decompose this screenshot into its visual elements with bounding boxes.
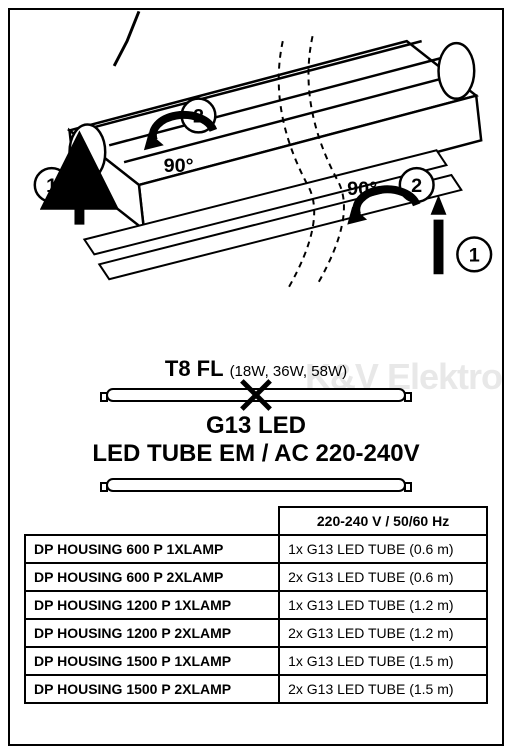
t8-label: T8 FL: [165, 356, 224, 382]
table-row: DP HOUSING 1200 P 2XLAMP 2x G13 LED TUBE…: [25, 619, 487, 647]
spec-cell: 1x G13 LED TUBE (1.2 m): [279, 591, 487, 619]
rotation-label-right: 90°: [347, 178, 377, 200]
model-cell: DP HOUSING 600 P 2XLAMP: [25, 563, 279, 591]
rotation-label-left: 90°: [164, 155, 194, 177]
compatibility-table: 220-240 V / 50/60 Hz DP HOUSING 600 P 1X…: [24, 506, 488, 704]
table-row: DP HOUSING 600 P 1XLAMP 1x G13 LED TUBE …: [25, 535, 487, 563]
model-cell: DP HOUSING 1500 P 2XLAMP: [25, 675, 279, 703]
fixture-svg: 1 2 90° 1 2: [10, 10, 502, 350]
t8-tube-shape: [106, 388, 406, 402]
page-frame: K&V Elektro: [8, 8, 504, 746]
model-cell: DP HOUSING 1200 P 1XLAMP: [25, 591, 279, 619]
spec-cell: 1x G13 LED TUBE (1.5 m): [279, 647, 487, 675]
installation-diagram: 1 2 90° 1 2: [10, 10, 502, 350]
table-header: 220-240 V / 50/60 Hz: [279, 507, 487, 535]
table-row: DP HOUSING 1500 P 1XLAMP 1x G13 LED TUBE…: [25, 647, 487, 675]
spec-cell: 2x G13 LED TUBE (1.5 m): [279, 675, 487, 703]
g13-title-line1: G13 LED: [10, 412, 502, 440]
spec-cell: 2x G13 LED TUBE (1.2 m): [279, 619, 487, 647]
callout-1-label: 1: [46, 175, 57, 197]
model-cell: DP HOUSING 1500 P 1XLAMP: [25, 647, 279, 675]
incompatible-tube-block: T8 FL (18W, 36W, 58W): [10, 356, 502, 402]
spec-cell: 2x G13 LED TUBE (0.6 m): [279, 563, 487, 591]
table-row: DP HOUSING 1500 P 2XLAMP 2x G13 LED TUBE…: [25, 675, 487, 703]
spec-cell: 1x G13 LED TUBE (0.6 m): [279, 535, 487, 563]
model-cell: DP HOUSING 1200 P 2XLAMP: [25, 619, 279, 647]
compatible-tube-block: G13 LED LED TUBE EM / AC 220-240V: [10, 412, 502, 492]
table-blank-cell: [25, 507, 279, 535]
g13-tube-shape: [106, 478, 406, 492]
t8-wattages: (18W, 36W, 58W): [230, 363, 348, 380]
table-row: DP HOUSING 1200 P 1XLAMP 1x G13 LED TUBE…: [25, 591, 487, 619]
g13-title-line2: LED TUBE EM / AC 220-240V: [10, 440, 502, 468]
callout-1-label-right: 1: [469, 244, 480, 266]
table-row: DP HOUSING 600 P 2XLAMP 2x G13 LED TUBE …: [25, 563, 487, 591]
model-cell: DP HOUSING 600 P 1XLAMP: [25, 535, 279, 563]
compatibility-table-wrap: 220-240 V / 50/60 Hz DP HOUSING 600 P 1X…: [24, 506, 488, 704]
